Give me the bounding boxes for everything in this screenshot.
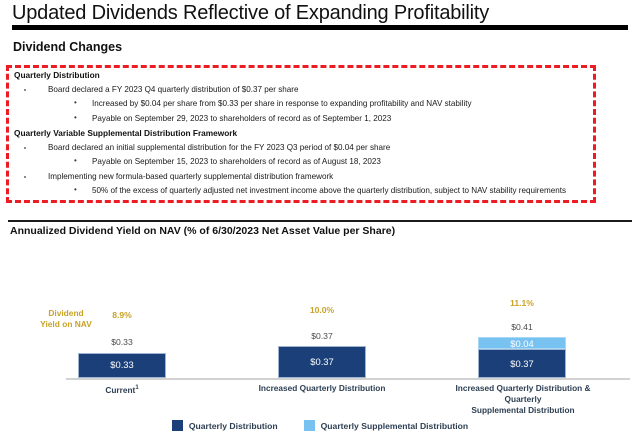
legend-swatch-icon — [171, 420, 183, 431]
page-title: Updated Dividends Reflective of Expandin… — [12, 2, 490, 24]
chart-section-heading: Annualized Dividend Yield on NAV (% of 6… — [10, 225, 396, 237]
bar-segment-quarterly-distribution[interactable]: $0.37 — [278, 346, 366, 378]
bar-segment-value: $0.33 — [110, 359, 134, 370]
chart-section-divider — [8, 220, 632, 222]
category-label-text-line-2: Supplemental Distribution — [471, 405, 575, 415]
category-label-text: Increased Quarterly Distribution & Quart… — [455, 383, 591, 404]
category-label-text: Increased Quarterly Distribution — [258, 383, 386, 393]
legend-item-quarterly-supplemental-distribution[interactable]: Quarterly Supplemental Distribution — [303, 420, 469, 431]
chart-baseline-axis — [66, 378, 630, 380]
legend-label: Quarterly Supplemental Distribution — [320, 420, 469, 431]
legend-item-quarterly-distribution[interactable]: Quarterly Distribution — [171, 420, 278, 431]
title-underline-rule — [12, 25, 628, 30]
section-heading-dividend-changes: Dividend Changes — [13, 40, 123, 54]
bullet-item: Implementing new formula-based quarterly… — [14, 170, 610, 183]
yield-caption-line-1: Dividend — [48, 308, 84, 318]
x-axis-category-label: Current1 — [66, 383, 178, 396]
bullet-item: Payable on September 29, 2023 to shareho… — [14, 111, 610, 125]
bullet-group-heading: Quarterly Distribution — [14, 70, 100, 80]
bullet-item: Board declared an initial supplemental d… — [14, 141, 610, 154]
yield-percent-label: 8.9% — [112, 310, 132, 320]
category-label-text: Current — [105, 384, 136, 395]
x-axis-category-label: Increased Quarterly Distribution & Quart… — [452, 383, 594, 416]
legend-label: Quarterly Distribution — [188, 420, 278, 431]
bar-total-label: $0.41 — [511, 322, 533, 332]
yield-percent-label: 10.0% — [309, 305, 335, 315]
dividend-changes-bullet-list: Quarterly Distribution Board declared a … — [14, 69, 610, 199]
yield-percent-label: 11.1% — [510, 298, 534, 308]
bullet-item: Payable on September 15, 2023 to shareho… — [14, 154, 610, 168]
bar-total-label: $0.33 — [111, 337, 133, 347]
legend-swatch-icon — [303, 420, 315, 431]
category-label-superscript: 1 — [135, 385, 139, 391]
dividend-yield-on-nav-caption: Dividend Yield on NAV — [16, 308, 116, 330]
bar-segment-quarterly-supplemental-distribution[interactable]: $0.04 — [478, 337, 566, 349]
bar-segment-value: $0.04 — [510, 338, 534, 349]
x-axis-category-label: Increased Quarterly Distribution — [256, 383, 388, 394]
chart-legend: Quarterly Distribution Quarterly Supplem… — [0, 420, 640, 431]
bar-segment-value: $0.37 — [510, 358, 534, 369]
yield-caption-line-2: Yield on NAV — [40, 319, 92, 329]
red-dashed-callout-box — [6, 65, 596, 203]
bullet-group-heading: Quarterly Variable Supplemental Distribu… — [14, 128, 238, 138]
bar-segment-quarterly-distribution[interactable]: $0.37 — [478, 349, 566, 378]
bullet-item: Board declared a FY 2023 Q4 quarterly di… — [14, 83, 610, 96]
bar-segment-value: $0.37 — [310, 356, 334, 367]
bar-total-label: $0.37 — [311, 331, 333, 341]
bar-segment-quarterly-distribution[interactable]: $0.33 — [78, 353, 166, 378]
bullet-item: 50% of the excess of quarterly adjusted … — [14, 183, 610, 197]
bullet-item: Increased by $0.04 per share from $0.33 … — [14, 96, 610, 110]
